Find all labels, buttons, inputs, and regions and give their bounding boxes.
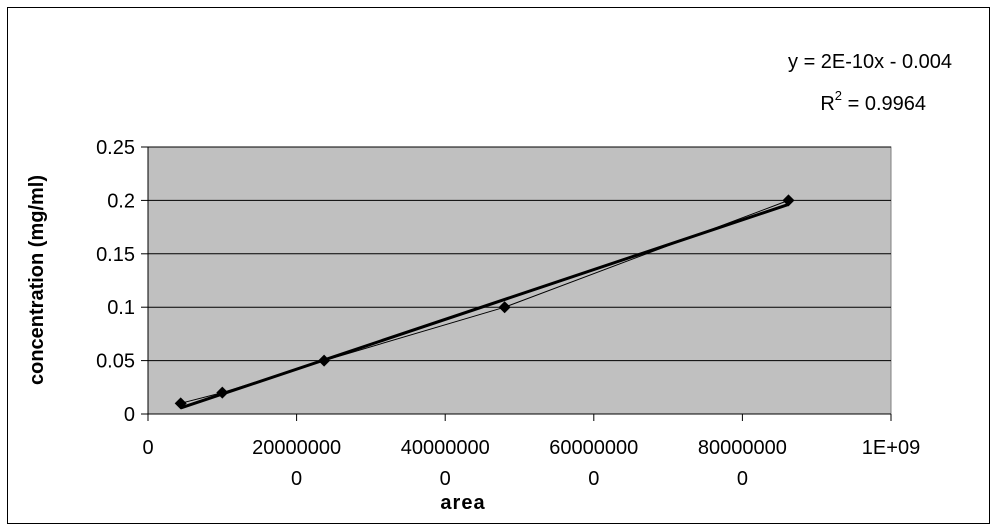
x-tick-label-line: 1E+09 [862,437,920,459]
x-tick-label-line: 0 [737,468,748,490]
r-squared-prefix: R [820,93,834,115]
x-tick-label-line: 40000000 [401,437,490,459]
x-tick-label: 80000000 0 [698,437,787,490]
y-tick-label: 0.15 [96,244,135,266]
x-tick-label-line: 0 [588,468,599,490]
y-tick-labels: 0 0.05 0.1 0.15 0.2 0.25 [96,137,135,426]
x-tick-label-line: 80000000 [698,437,787,459]
x-tick-label: 40000000 0 [401,437,490,490]
y-axis-label: concentration (mg/ml) [26,175,48,385]
y-tick-label: 0.1 [107,297,135,319]
trendline-equation: y = 2E-10x - 0.004 [788,51,952,73]
y-tick-label: 0.25 [96,137,135,159]
x-tick-label-line: 0 [291,468,302,490]
x-tick-label: 60000000 0 [549,437,638,490]
x-tick-label: 20000000 0 [252,437,341,490]
plot-area [148,147,891,414]
x-tick-labels: 0 20000000 0 40000000 0 60000000 0 80000000 0 1E+… [142,437,920,490]
y-tick-label: 0.2 [107,190,135,212]
x-tick-label-line: 20000000 [252,437,341,459]
r-squared-label: R2 = 0.9964 [820,88,926,115]
x-tick-label: 1E+09 [862,437,920,459]
x-tick-label-line: 60000000 [549,437,638,459]
x-tick-label: 0 [142,437,153,459]
y-tick-label: 0 [124,404,135,426]
x-tick-label-line: 0 [440,468,451,490]
y-tick-label: 0.05 [96,351,135,373]
x-axis-label: area [440,492,485,514]
x-tick-label-line: 0 [142,437,153,459]
r-squared-exponent: 2 [835,88,842,103]
r-squared-value: = 0.9964 [842,93,926,115]
